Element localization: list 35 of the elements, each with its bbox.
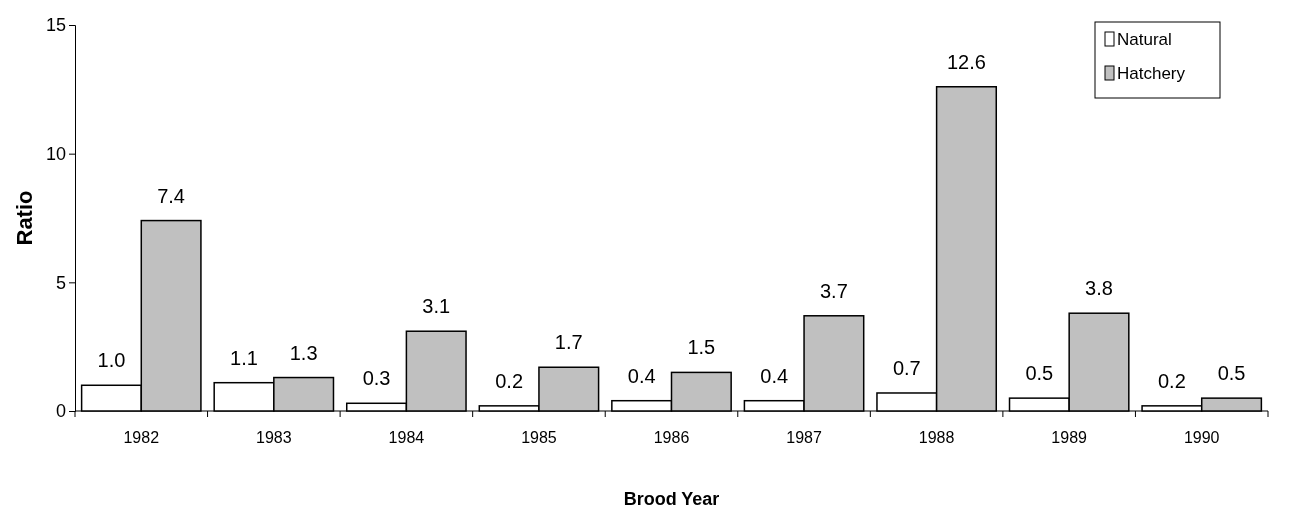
x-axis-title: Brood Year xyxy=(623,489,720,509)
x-tick-label: 1984 xyxy=(388,429,425,446)
data-label: 0.5 xyxy=(1217,362,1246,385)
data-label: 0.2 xyxy=(1157,369,1186,392)
y-tick-label: 10 xyxy=(45,143,66,164)
data-label: 7.4 xyxy=(157,184,186,207)
data-label: 12.6 xyxy=(946,50,986,73)
data-label: 0.4 xyxy=(760,364,789,387)
data-label: 1.3 xyxy=(289,341,318,364)
data-label: 0.7 xyxy=(892,356,921,379)
x-tick-label: 1990 xyxy=(1183,429,1220,446)
data-label: 0.3 xyxy=(362,367,391,390)
y-axis-title: Ratio xyxy=(12,190,37,246)
y-tick-label: 0 xyxy=(55,401,66,422)
x-tick-label: 1987 xyxy=(786,429,822,446)
x-tick-label: 1982 xyxy=(123,429,160,446)
x-tick-label: 1986 xyxy=(653,429,690,446)
x-tick-label: 1989 xyxy=(1051,429,1088,446)
x-tick-label: 1985 xyxy=(521,429,557,446)
legend-label: Hatchery xyxy=(1117,64,1186,83)
data-label: 0.4 xyxy=(627,364,656,387)
y-tick-label: 15 xyxy=(45,15,66,36)
x-tick-label: 1983 xyxy=(256,429,292,446)
data-label: 1.1 xyxy=(230,346,258,369)
data-label: 0.2 xyxy=(495,369,524,392)
data-label: 1.5 xyxy=(687,336,716,359)
data-label: 3.1 xyxy=(422,295,451,318)
y-tick-label: 5 xyxy=(55,272,66,293)
data-label: 1.7 xyxy=(554,331,583,354)
legend-label: Natural xyxy=(1117,30,1172,49)
data-label: 3.7 xyxy=(819,279,848,302)
x-tick-label: 1988 xyxy=(918,429,955,446)
data-label: 0.5 xyxy=(1025,362,1054,385)
data-label: 1.0 xyxy=(97,349,126,372)
data-label: 3.8 xyxy=(1085,277,1113,300)
